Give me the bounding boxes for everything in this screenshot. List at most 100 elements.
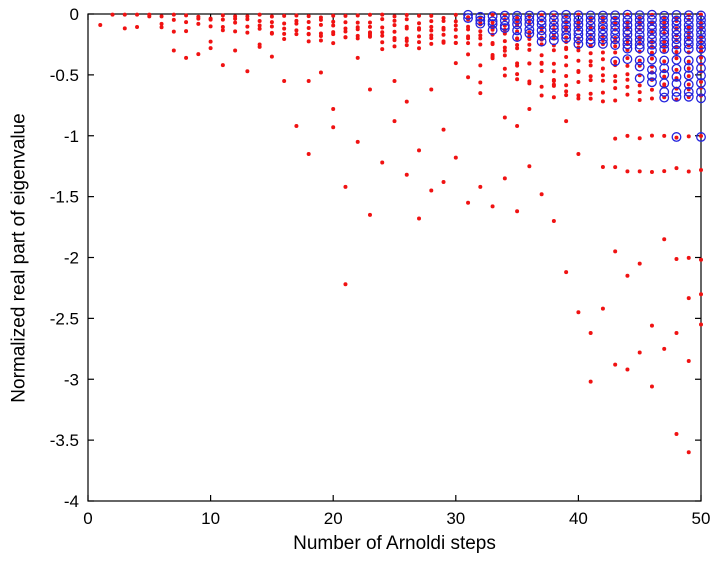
ritz-value-point (294, 21, 299, 26)
ritz-value-point (404, 12, 409, 17)
y-tick-label: -3 (64, 370, 79, 389)
x-tick-label: 30 (446, 509, 465, 528)
ritz-value-point (355, 36, 360, 41)
ritz-value-point (343, 29, 348, 34)
ritz-value-point (515, 124, 520, 129)
ritz-value-point (220, 28, 225, 33)
ritz-value-point (220, 24, 225, 29)
ritz-value-point (490, 204, 495, 209)
ritz-value-point (343, 20, 348, 25)
ritz-value-point (613, 98, 618, 103)
ritz-value-point (343, 184, 348, 189)
ritz-value-point (699, 257, 703, 262)
converged-eigenvalue-marker (622, 43, 633, 54)
ritz-value-point (539, 68, 544, 73)
ritz-value-point (196, 52, 201, 57)
ritz-value-point (392, 29, 397, 34)
ritz-value-point (637, 261, 642, 266)
ritz-value-point (245, 14, 250, 19)
ritz-value-point (429, 24, 434, 29)
converged-eigenvalue-marker (585, 10, 596, 21)
ritz-value-point (515, 43, 520, 48)
ritz-value-point (527, 106, 532, 111)
ritz-value-point (625, 133, 630, 138)
converged-eigenvalue-marker (610, 29, 621, 40)
ritz-value-point (367, 212, 372, 217)
ritz-value-point (367, 12, 372, 17)
ritz-value-point (208, 17, 213, 22)
ritz-value-point (613, 79, 618, 84)
ritz-value-point (404, 26, 409, 31)
ritz-value-point (662, 237, 667, 242)
ritz-value-point (110, 12, 115, 17)
converged-eigenvalue-marker (475, 11, 486, 22)
converged-eigenvalue-marker (536, 15, 547, 26)
converged-eigenvalue-marker (499, 23, 510, 34)
ritz-value-point (649, 87, 654, 92)
converged-eigenvalue-marker (696, 25, 706, 36)
converged-eigenvalue-marker (659, 92, 670, 103)
ritz-value-point (588, 96, 593, 101)
ritz-value-point (478, 91, 483, 96)
converged-eigenvalue-marker (573, 10, 584, 21)
ritz-value-point (417, 216, 422, 221)
ritz-value-point (355, 13, 360, 18)
ritz-value-point (576, 58, 581, 63)
ritz-value-point (257, 18, 262, 23)
ritz-value-point (551, 48, 556, 53)
converged-eigenvalue-marker (524, 19, 535, 30)
ritz-value-point (576, 310, 581, 315)
ritz-value-point (674, 432, 679, 437)
converged-eigenvalue-marker (647, 34, 657, 45)
ritz-value-point (502, 53, 507, 58)
converged-eigenvalue-marker (696, 15, 706, 26)
ritz-value-point (441, 180, 446, 185)
ritz-value-point (637, 136, 642, 141)
ritz-value-point (662, 74, 667, 79)
converged-eigenvalue-marker (548, 35, 559, 46)
converged-eigenvalue-marker (683, 44, 694, 54)
ritz-value-point (551, 218, 556, 223)
ritz-value-point (220, 17, 225, 22)
ritz-value-point (282, 78, 287, 83)
ritz-value-point (551, 95, 556, 100)
ritz-value-point (600, 99, 605, 104)
converged-eigenvalue-marker (696, 10, 706, 21)
converged-eigenvalue-marker (696, 93, 706, 104)
ritz-value-point (257, 26, 262, 31)
axes-box (87, 13, 702, 502)
ritz-value-point (662, 169, 667, 174)
ritz-value-point (380, 25, 385, 30)
ritz-value-point (588, 78, 593, 83)
converged-eigenvalue-marker (548, 15, 559, 26)
ritz-value-point (184, 55, 189, 60)
ritz-value-point (171, 12, 176, 17)
ritz-value-point (686, 66, 691, 71)
converged-eigenvalue-marker (671, 86, 682, 97)
ritz-value-point (527, 47, 532, 52)
ritz-value-point (502, 45, 507, 50)
ritz-value-point (649, 169, 654, 174)
y-tick-label: -1.5 (50, 188, 79, 207)
converged-eigenvalue-marker (634, 39, 645, 50)
ritz-value-point (539, 60, 544, 65)
ritz-value-point (245, 69, 250, 74)
ritz-value-point (613, 362, 618, 367)
ritz-value-point (466, 75, 471, 80)
ritz-value-point (417, 40, 422, 45)
ritz-value-point (564, 89, 569, 94)
converged-eigenvalue-marker (561, 20, 572, 30)
converged-eigenvalue-marker (659, 19, 670, 30)
ritz-value-point (576, 20, 581, 25)
ritz-value-point (331, 23, 336, 28)
ritz-value-point (380, 17, 385, 22)
ritz-value-point (502, 176, 507, 181)
converged-eigenvalue-marker (683, 10, 694, 21)
ritz-value-point (588, 330, 593, 335)
converged-eigenvalue-marker (647, 14, 657, 25)
ritz-value-point (625, 77, 630, 82)
ritz-value-point (441, 27, 446, 32)
ritz-value-point (367, 32, 372, 37)
ritz-value-point (637, 83, 642, 88)
ritz-value-point (294, 124, 299, 129)
